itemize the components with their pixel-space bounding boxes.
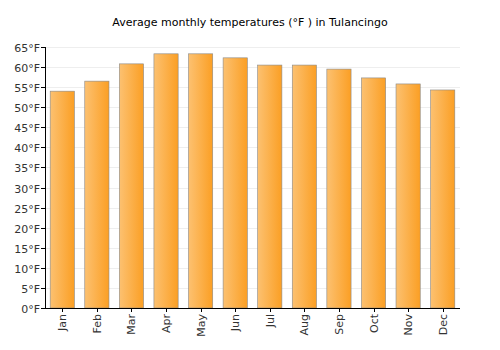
bar xyxy=(258,65,282,308)
y-tick-label: 0°F xyxy=(21,303,40,316)
x-tick xyxy=(62,308,63,312)
y-tick-label: 60°F xyxy=(14,62,40,75)
y-tick-label: 20°F xyxy=(14,223,40,236)
y-tick xyxy=(41,127,45,128)
bar xyxy=(327,69,351,308)
y-tick xyxy=(41,308,45,309)
grid-line xyxy=(45,47,460,48)
y-tick-label: 25°F xyxy=(14,203,40,216)
x-tick-label: Oct xyxy=(368,313,381,333)
y-tick xyxy=(41,147,45,148)
x-tick-label: Aug xyxy=(298,314,311,335)
x-axis xyxy=(45,308,460,309)
x-tick-label: Nov xyxy=(402,314,415,336)
grid-line xyxy=(45,308,460,309)
x-tick-label: Feb xyxy=(91,314,104,333)
bar xyxy=(292,65,316,308)
y-axis xyxy=(45,47,46,308)
bar xyxy=(431,90,455,308)
x-tick xyxy=(408,308,409,312)
x-tick-label: Jul xyxy=(264,314,277,328)
y-tick-label: 45°F xyxy=(14,122,40,135)
x-tick xyxy=(304,308,305,312)
y-tick-label: 55°F xyxy=(14,82,40,95)
x-tick xyxy=(97,308,98,312)
bar xyxy=(85,81,109,308)
x-tick-label: Dec xyxy=(437,314,450,335)
y-tick xyxy=(41,67,45,68)
x-tick xyxy=(166,308,167,312)
bar xyxy=(189,54,213,308)
y-tick-label: 40°F xyxy=(14,142,40,155)
bar xyxy=(154,54,178,308)
y-tick xyxy=(41,167,45,168)
bar xyxy=(361,78,385,308)
bars xyxy=(50,54,455,308)
x-tick-label: Sep xyxy=(333,314,346,335)
y-tick-label: 30°F xyxy=(14,183,40,196)
y-tick-label: 50°F xyxy=(14,102,40,115)
y-tick-label: 15°F xyxy=(14,243,40,256)
x-tick-label: Mar xyxy=(125,314,138,335)
y-tick-label: 35°F xyxy=(14,162,40,175)
x-tick-label: Jan xyxy=(56,314,69,332)
y-tick-label: 5°F xyxy=(21,283,40,296)
y-tick xyxy=(41,268,45,269)
y-tick xyxy=(41,288,45,289)
y-tick xyxy=(41,188,45,189)
x-tick xyxy=(443,308,444,312)
grid-line xyxy=(45,67,460,68)
bar xyxy=(50,91,74,308)
y-tick-label: 65°F xyxy=(14,42,40,55)
y-tick xyxy=(41,228,45,229)
bar xyxy=(119,64,143,308)
x-tick-label: Apr xyxy=(160,314,173,334)
x-tick xyxy=(201,308,202,312)
y-tick xyxy=(41,87,45,88)
y-tick xyxy=(41,47,45,48)
x-tick xyxy=(235,308,236,312)
bar xyxy=(223,58,247,308)
chart-container: Average monthly temperatures (°F ) in Tu… xyxy=(0,0,500,350)
bar xyxy=(396,84,420,308)
chart-title: Average monthly temperatures (°F ) in Tu… xyxy=(112,16,388,29)
x-tick xyxy=(131,308,132,312)
y-tick xyxy=(41,208,45,209)
y-tick-label: 10°F xyxy=(14,263,40,276)
y-tick xyxy=(41,248,45,249)
x-tick-label: Jun xyxy=(229,314,242,332)
x-tick-label: May xyxy=(195,314,208,337)
chart-svg: Average monthly temperatures (°F ) in Tu… xyxy=(0,0,500,350)
x-tick xyxy=(374,308,375,312)
y-tick xyxy=(41,107,45,108)
x-tick xyxy=(339,308,340,312)
x-tick xyxy=(270,308,271,312)
